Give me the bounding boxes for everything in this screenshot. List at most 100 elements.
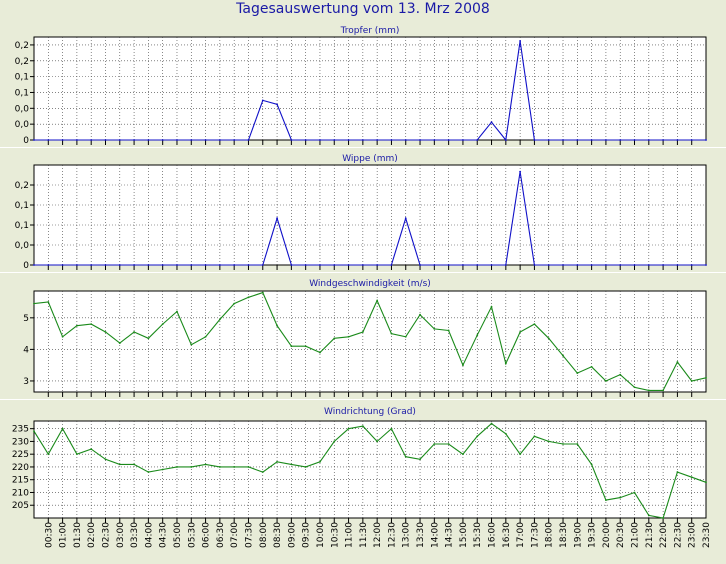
data-point (576, 443, 579, 445)
data-point (276, 324, 278, 327)
series-line-wippe (34, 171, 706, 266)
data-point (290, 264, 293, 266)
x-tick-label: 12:30 (387, 522, 397, 548)
data-point (161, 264, 164, 266)
x-tick-label: 14:00 (430, 522, 440, 548)
data-point (504, 139, 507, 141)
x-tick-label: 13:00 (402, 522, 412, 548)
data-point (562, 264, 564, 266)
data-point (118, 463, 121, 466)
x-tick-label: 04:30 (159, 522, 169, 548)
data-point (390, 427, 393, 430)
x-tick-label: 03:00 (116, 522, 126, 548)
data-point (376, 264, 379, 266)
data-point (705, 139, 707, 141)
data-point (347, 335, 350, 338)
panel-divider (0, 399, 726, 400)
data-point (290, 345, 293, 348)
panel-divider (0, 147, 726, 148)
data-point (161, 323, 164, 326)
data-point (547, 337, 550, 340)
x-tick-label: 04:00 (144, 522, 154, 548)
data-point (404, 455, 407, 458)
data-point (433, 139, 436, 141)
data-point (690, 139, 693, 141)
data-point (647, 514, 650, 517)
y-tick-label: 3 (23, 377, 29, 387)
y-tick-label: 0,1 (15, 73, 29, 83)
data-point (90, 264, 93, 266)
data-point (562, 139, 564, 141)
y-tick-label: 0,2 (15, 41, 29, 51)
data-point (233, 466, 236, 468)
panel-title-windrichtung: Windrichtung (Grad) (324, 407, 416, 417)
data-point (147, 471, 150, 473)
data-point (133, 331, 135, 333)
data-point (61, 139, 64, 141)
data-point (61, 335, 64, 338)
data-point (90, 448, 93, 450)
data-point (104, 458, 107, 461)
data-point (419, 264, 421, 266)
data-point (404, 335, 407, 338)
data-point (218, 264, 221, 266)
data-point (705, 264, 707, 266)
data-point (47, 264, 50, 266)
data-point (705, 376, 707, 379)
data-point (447, 264, 450, 266)
x-tick-label: 15:00 (459, 522, 469, 548)
data-point (161, 468, 164, 471)
data-point (605, 139, 607, 141)
panel-divider (0, 272, 726, 273)
data-point (419, 139, 421, 141)
data-point (319, 139, 321, 141)
data-point (462, 453, 464, 456)
x-tick-label: 11:00 (345, 522, 355, 548)
data-point (662, 264, 665, 266)
data-point (576, 372, 579, 374)
x-tick-label: 19:00 (573, 522, 583, 548)
data-point (633, 264, 636, 266)
x-tick-label: 03:30 (130, 522, 140, 548)
data-point (619, 139, 622, 141)
x-tick-label: 17:00 (516, 522, 526, 548)
series-line-tropfer (34, 40, 706, 142)
data-point (447, 139, 450, 141)
data-point (504, 264, 507, 266)
data-point (90, 323, 93, 326)
data-point (176, 139, 178, 141)
data-point (547, 139, 550, 141)
data-point (190, 264, 193, 266)
data-point (519, 170, 522, 173)
data-point (33, 302, 35, 305)
data-point (662, 517, 665, 519)
x-tick-label: 08:30 (273, 522, 283, 548)
y-tick-label: 0,0 (15, 241, 30, 251)
data-point (705, 481, 707, 484)
x-tick-label: 15:30 (473, 522, 483, 548)
chart-panel-wippe: 0 0,0 0,1 0,1 0,2 (15, 164, 707, 271)
data-point (533, 264, 536, 266)
x-tick-label: 02:00 (87, 522, 97, 548)
data-point (190, 343, 193, 346)
data-point (447, 443, 450, 445)
data-point (147, 337, 150, 340)
data-point (133, 139, 135, 141)
data-point (490, 305, 493, 308)
data-point (261, 99, 264, 102)
data-point (376, 299, 379, 302)
data-point (619, 496, 622, 499)
data-point (347, 264, 350, 266)
data-point (276, 217, 278, 220)
x-tick-label: 18:00 (545, 522, 555, 548)
data-point (690, 476, 693, 479)
data-point (118, 264, 121, 266)
y-tick-label: 0,1 (15, 88, 29, 98)
y-tick-label: 230 (12, 437, 29, 447)
data-point (476, 435, 479, 438)
y-tick-label: 205 (12, 501, 29, 511)
data-point (504, 362, 507, 365)
panel-title-wippe: Wippe (mm) (342, 154, 398, 164)
data-point (590, 139, 593, 141)
